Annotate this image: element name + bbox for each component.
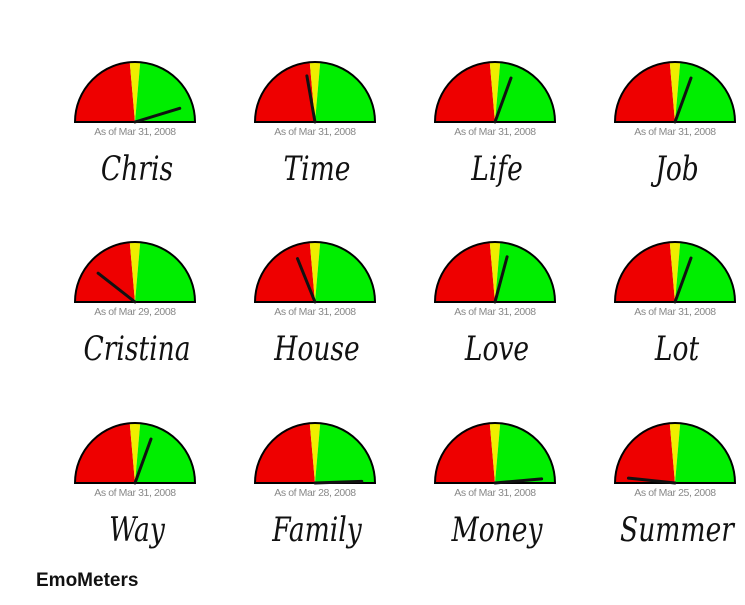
negative-zone	[75, 242, 135, 302]
positive-zone	[495, 62, 555, 122]
meter-outline	[433, 422, 557, 484]
meter-outline	[253, 61, 377, 123]
meter-love: As of Mar 31, 2008 Love	[433, 241, 557, 369]
meter-outline	[73, 241, 197, 303]
meter-way: As of Mar 31, 2008 Way	[73, 422, 197, 550]
neutral-zone	[669, 423, 681, 483]
negative-zone	[255, 423, 315, 483]
neutral-zone	[309, 242, 321, 302]
positive-zone	[495, 242, 555, 302]
needle	[295, 257, 317, 304]
meter-money: As of Mar 31, 2008 Money	[433, 422, 557, 550]
neutral-zone	[669, 242, 681, 302]
meter-outline	[73, 422, 197, 484]
positive-zone	[315, 423, 375, 483]
meter-date: As of Mar 29, 2008	[94, 306, 176, 318]
needle	[133, 106, 182, 124]
meter-date: As of Mar 31, 2008	[94, 126, 176, 138]
needle	[133, 437, 153, 485]
meter-name: Money	[451, 511, 543, 550]
negative-zone	[435, 423, 495, 483]
meter-name: House	[273, 330, 359, 369]
neutral-zone	[309, 423, 321, 483]
needle	[673, 76, 693, 124]
neutral-zone	[129, 423, 141, 483]
meter-name: Family	[271, 511, 362, 550]
neutral-zone	[129, 61, 141, 122]
negative-zone	[75, 62, 135, 122]
neutral-zone	[489, 423, 501, 483]
meter-outline	[613, 241, 737, 303]
negative-zone	[615, 423, 675, 483]
needle	[96, 271, 137, 304]
needle	[305, 74, 317, 124]
page-title: EmoMeters	[36, 570, 139, 591]
meter-date: As of Mar 25, 2008	[634, 487, 716, 499]
negative-zone	[615, 62, 675, 122]
meter-date: As of Mar 31, 2008	[94, 487, 176, 499]
negative-zone	[615, 242, 675, 302]
meter-outline	[433, 61, 557, 123]
meter-outline	[253, 241, 377, 303]
meter-date: As of Mar 31, 2008	[274, 126, 356, 138]
positive-zone	[675, 423, 735, 483]
meter-job: As of Mar 31, 2008 Job	[613, 61, 737, 189]
positive-zone	[675, 62, 735, 122]
needle	[673, 256, 693, 304]
positive-zone	[675, 242, 735, 302]
negative-zone	[75, 423, 135, 483]
negative-zone	[255, 242, 315, 302]
neutral-zone	[489, 242, 501, 302]
positive-zone	[135, 423, 195, 483]
meter-outline	[613, 61, 737, 123]
meter-name: Life	[470, 150, 522, 189]
meter-name: Chris	[101, 150, 173, 189]
needle	[626, 476, 677, 485]
meter-name: Summer	[620, 511, 736, 550]
positive-zone	[135, 242, 195, 302]
meter-outline	[613, 422, 737, 484]
neutral-zone	[309, 61, 321, 122]
meter-outline	[433, 241, 557, 303]
meter-name: Lot	[654, 330, 700, 369]
needle	[313, 479, 364, 485]
meter-date: As of Mar 31, 2008	[454, 126, 536, 138]
meter-date: As of Mar 31, 2008	[454, 487, 536, 499]
meter-cristina: As of Mar 29, 2008 Cristina	[73, 241, 197, 369]
meter-life: As of Mar 31, 2008 Life	[433, 61, 557, 189]
needle	[493, 477, 544, 485]
meter-name: Cristina	[83, 330, 190, 369]
negative-zone	[255, 62, 315, 122]
neutral-zone	[489, 61, 501, 122]
meter-lot: As of Mar 31, 2008 Lot	[613, 241, 737, 369]
meter-outline	[253, 422, 377, 484]
meter-outline	[73, 61, 197, 123]
meter-name: Job	[650, 150, 699, 189]
meter-time: As of Mar 31, 2008 Time	[253, 61, 377, 189]
meter-date: As of Mar 31, 2008	[634, 126, 716, 138]
meter-date: As of Mar 31, 2008	[634, 306, 716, 318]
meter-summer: As of Mar 25, 2008 Summer	[613, 422, 737, 550]
positive-zone	[495, 423, 555, 483]
meter-date: As of Mar 28, 2008	[274, 487, 356, 499]
negative-zone	[435, 62, 495, 122]
meter-date: As of Mar 31, 2008	[454, 306, 536, 318]
needle	[493, 76, 513, 124]
negative-zone	[435, 242, 495, 302]
meter-chris: As of Mar 31, 2008 Chris	[73, 61, 197, 189]
positive-zone	[315, 242, 375, 302]
neutral-zone	[129, 242, 141, 302]
meter-name: Love	[464, 330, 529, 369]
meter-date: As of Mar 31, 2008	[274, 306, 356, 318]
neutral-zone	[669, 61, 681, 122]
needle	[493, 255, 509, 304]
meter-name: Time	[283, 150, 350, 189]
meter-name: Way	[109, 511, 165, 550]
positive-zone	[315, 62, 375, 122]
meter-house: As of Mar 31, 2008 House	[253, 241, 377, 369]
meter-family: As of Mar 28, 2008 Family	[253, 422, 377, 550]
